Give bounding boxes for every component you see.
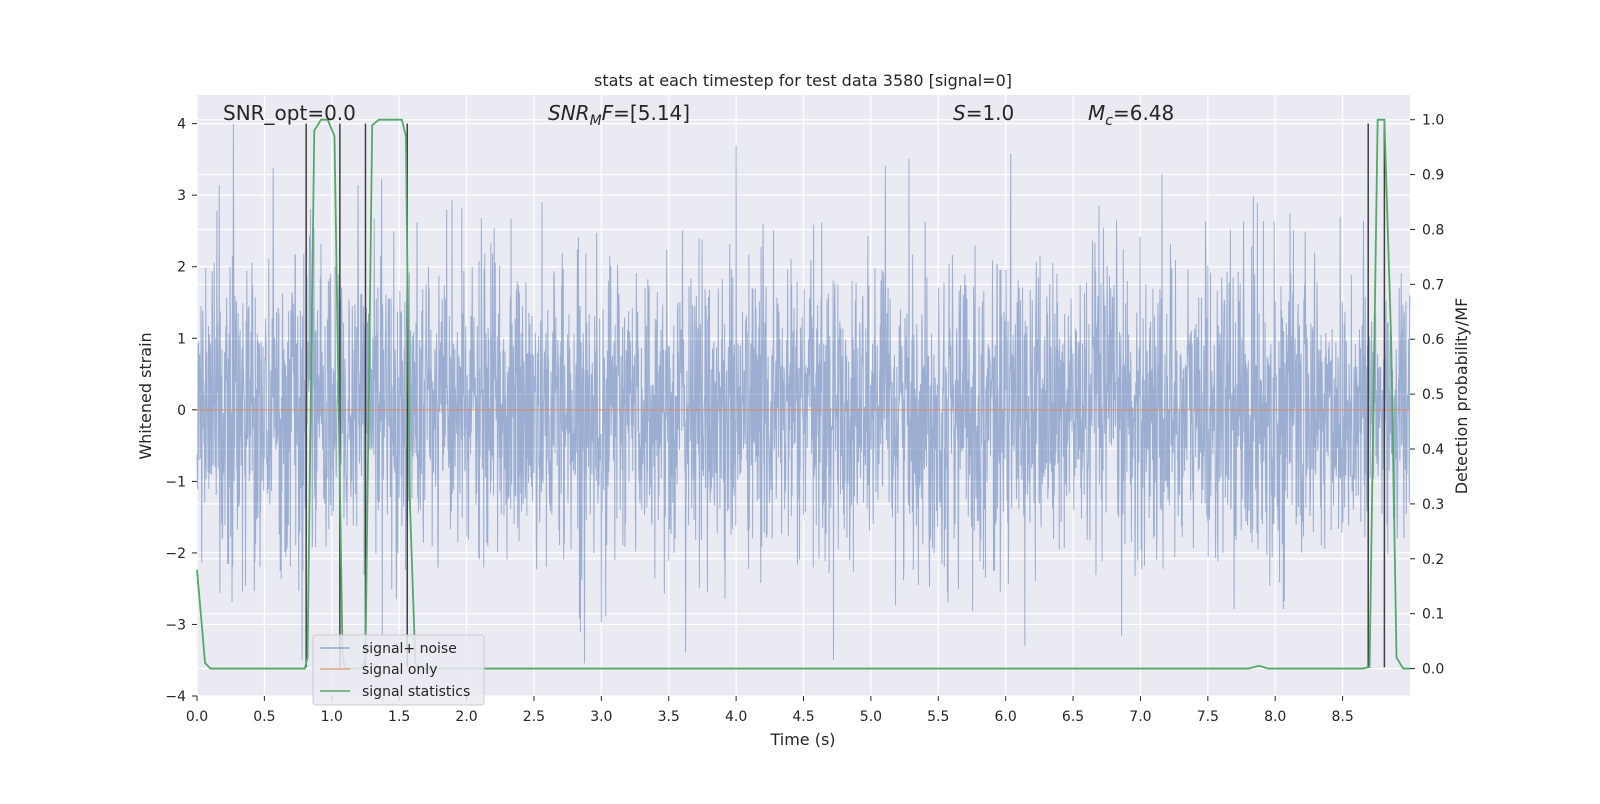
series-signal-statistics-line — [196, 118, 1410, 670]
noise-series-layer — [196, 123, 1411, 664]
annotation-mc: Mc=6.48 — [1088, 101, 1174, 129]
series-signal-noise-line — [196, 123, 1411, 664]
x-tick-label: 8.5 — [1331, 709, 1353, 725]
annotation-mc-sub: c — [1105, 113, 1113, 129]
annotation-snr-mf-main: SNR — [548, 101, 590, 125]
y-right-tick-label: 0.2 — [1422, 552, 1444, 568]
y-right-tick-label: 0.3 — [1422, 497, 1444, 513]
y-axis-left-label: Whitened strain — [136, 332, 155, 459]
annotation-s-value: =1.0 — [966, 101, 1015, 125]
x-tick-label: 8.0 — [1264, 709, 1286, 725]
legend-label-signal-only: signal only — [362, 662, 437, 678]
annotation-mc-value: =6.48 — [1113, 101, 1174, 125]
x-tick-label: 2.5 — [523, 709, 545, 725]
y-right-tick-label: 0.8 — [1422, 222, 1444, 238]
y-right-tick-label: 0.1 — [1422, 607, 1444, 623]
annotation-snr-mf-tail: F — [602, 101, 614, 125]
vertical-markers-layer — [305, 123, 1386, 668]
x-tick-label: 3.0 — [590, 709, 612, 725]
legend: signal+ noise signal only signal statist… — [312, 634, 485, 706]
annotation-snr-mf-value: =[5.14] — [613, 101, 690, 125]
y-right-tick-label: 1.0 — [1422, 113, 1444, 129]
y-right-tick-label: 0.4 — [1422, 442, 1444, 458]
y-left-tick-label: −3 — [165, 617, 186, 633]
legend-box — [312, 634, 485, 706]
x-tick-label: 0.5 — [253, 709, 275, 725]
x-tick-label: 6.5 — [1062, 709, 1084, 725]
y-axis-right-label: Detection probability/MF — [1452, 298, 1471, 495]
y-left-tick-label: −1 — [165, 474, 186, 490]
x-tick-label: 4.0 — [725, 709, 747, 725]
legend-label-signal-noise: signal+ noise — [362, 641, 457, 657]
x-tick-label: 3.5 — [658, 709, 680, 725]
x-tick-label: 2.0 — [455, 709, 477, 725]
x-tick-label: 7.5 — [1197, 709, 1219, 725]
y-left-tick-label: 1 — [177, 331, 186, 347]
x-tick-label: 7.0 — [1129, 709, 1151, 725]
x-tick-label: 1.0 — [321, 709, 343, 725]
annotation-snr-mf: SNRMF=[5.14] — [548, 101, 690, 129]
x-tick-label: 0.0 — [186, 709, 208, 725]
y-right-tick-label: 0.7 — [1422, 277, 1444, 293]
annotation-snr-mf-sub: M — [590, 113, 602, 129]
legend-label-signal-statistics: signal statistics — [362, 684, 470, 700]
annotation-s: S=1.0 — [953, 101, 1014, 125]
x-tick-label: 5.0 — [860, 709, 882, 725]
x-tick-label: 6.0 — [995, 709, 1017, 725]
y-left-tick-label: 0 — [177, 403, 186, 419]
x-tick-label: 4.5 — [792, 709, 814, 725]
y-left-tick-label: −2 — [165, 546, 186, 562]
y-left-tick-label: 4 — [177, 117, 186, 133]
y-left-tick-label: −4 — [165, 689, 186, 705]
chart-title: stats at each timestep for test data 358… — [594, 71, 1012, 90]
annotation-mc-symbol: M — [1088, 101, 1105, 125]
y-right-tick-label: 0.9 — [1422, 168, 1444, 184]
y-left-tick-label: 2 — [177, 260, 186, 276]
signal-statistics-layer — [196, 118, 1410, 670]
y-left-tick-label: 3 — [177, 188, 186, 204]
y-right-tick-label: 0.0 — [1422, 662, 1444, 678]
annotation-s-symbol: S — [953, 101, 966, 125]
y-right-tick-label: 0.5 — [1422, 387, 1444, 403]
x-tick-label: 5.5 — [927, 709, 949, 725]
y-right-tick-label: 0.6 — [1422, 332, 1444, 348]
annotation-snr-opt: SNR_opt=0.0 — [223, 101, 356, 125]
tick-labels-layer: 0.0 0.5 1.0 1.5 2.0 2.5 3.0 3.5 4.0 4.5 5.0 5.5 6.0 6… — [165, 113, 1444, 725]
x-tick-label: 1.5 — [388, 709, 410, 725]
x-axis-label: Time (s) — [769, 730, 835, 749]
